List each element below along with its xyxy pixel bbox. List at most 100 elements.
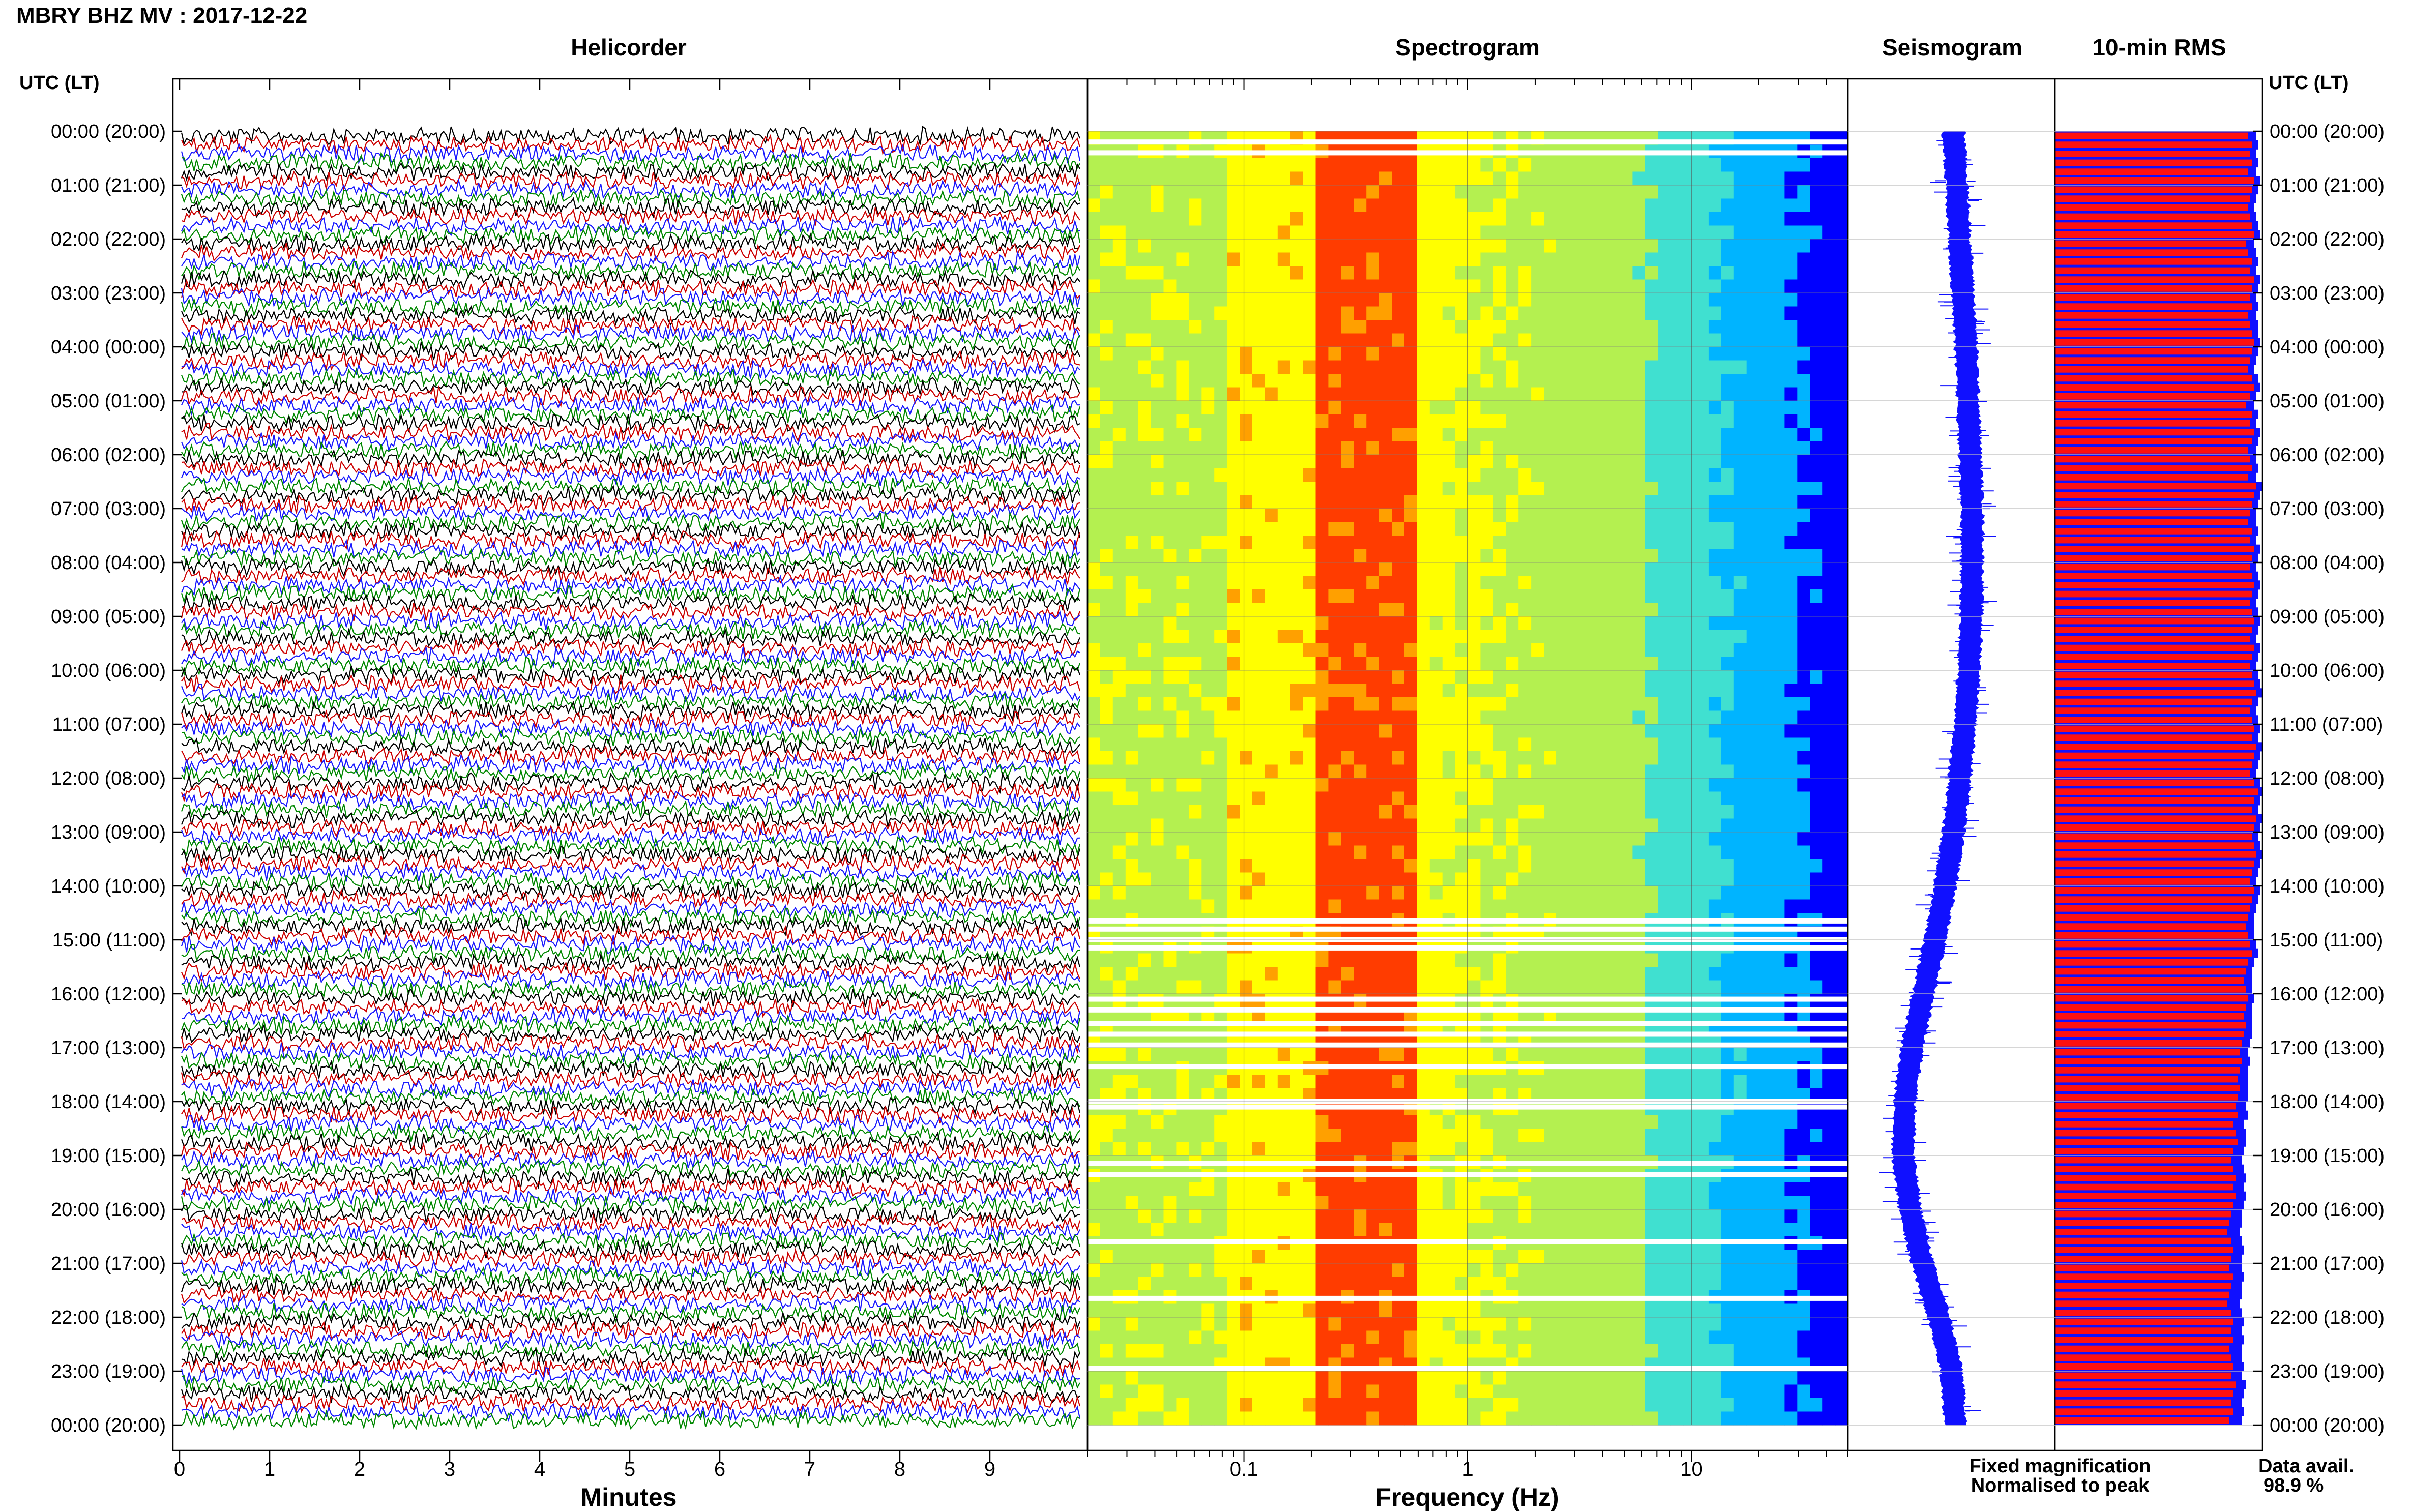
- spectrogram-cell: [1746, 185, 1760, 199]
- spectrogram-cell: [1163, 266, 1177, 280]
- spectrogram-cell: [1632, 603, 1645, 617]
- spectrogram-cell: [1277, 805, 1291, 819]
- spectrogram-cell: [1822, 252, 1836, 266]
- spectrogram-cell: [1315, 1223, 1329, 1237]
- spectrogram-cell: [1556, 495, 1570, 509]
- spectrogram-cell: [1417, 239, 1430, 253]
- spectrogram-cell: [1151, 697, 1164, 711]
- spectrogram-cell: [1518, 185, 1532, 199]
- spectrogram-cell: [1670, 360, 1684, 374]
- spectrogram-cell: [1214, 495, 1227, 509]
- spectrogram-cell: [1151, 509, 1164, 523]
- spectrogram-cell: [1265, 212, 1278, 226]
- spectrogram-cell: [1112, 1196, 1126, 1210]
- spectrogram-cell: [1632, 428, 1645, 442]
- spectrogram-cell: [1607, 495, 1621, 509]
- spectrogram-cell: [1112, 589, 1126, 604]
- spectrogram-cell: [1544, 1129, 1557, 1143]
- spectrogram-cell: [1797, 805, 1810, 819]
- spectrogram-cell: [1607, 333, 1621, 347]
- spectrogram-cell: [1721, 428, 1734, 442]
- spectrogram-cell: [1214, 818, 1227, 833]
- spectrogram-cell: [1670, 468, 1684, 482]
- spectrogram-cell: [1683, 495, 1696, 509]
- spectrogram-cell: [1125, 509, 1139, 523]
- spectrogram-cell: [1151, 1142, 1164, 1156]
- spectrogram-cell: [1810, 428, 1823, 442]
- spectrogram-cell: [1201, 455, 1215, 469]
- spectrogram-cell: [1240, 697, 1253, 711]
- spectrogram-cell: [1822, 536, 1836, 550]
- spectrogram-cell: [1176, 306, 1189, 320]
- spectrogram-cell: [1125, 1129, 1139, 1143]
- spectrogram-cell: [1835, 684, 1848, 698]
- spectrogram-cell: [1708, 293, 1722, 307]
- spectrogram-cell: [1138, 387, 1152, 401]
- spectrogram-cell: [1581, 710, 1595, 725]
- spectrogram-cell: [1354, 630, 1367, 644]
- spectrogram-cell: [1670, 320, 1684, 334]
- spectrogram-cell: [1417, 562, 1430, 577]
- spectrogram-cell: [1696, 562, 1709, 577]
- spectrogram-cell: [1645, 562, 1658, 577]
- spectrogram-cell: [1670, 158, 1684, 172]
- spectrogram-cell: [1455, 401, 1468, 415]
- spectrogram-cell: [1531, 495, 1544, 509]
- spectrogram-cell: [1087, 1250, 1101, 1264]
- spectrogram-cell: [1277, 239, 1291, 253]
- spectrogram-cell: [1581, 185, 1595, 199]
- spectrogram-cell: [1315, 967, 1329, 981]
- spectrogram-cell: [1518, 1142, 1532, 1156]
- spectrogram-cell: [1594, 225, 1608, 240]
- spectrogram-cell: [1265, 239, 1278, 253]
- spectrogram-cell: [1518, 347, 1532, 361]
- spectrogram-cell: [1784, 279, 1798, 293]
- spectrogram-cell: [1265, 360, 1278, 374]
- spectrogram-cell: [1417, 468, 1430, 482]
- spectrogram-cell: [1341, 576, 1354, 590]
- spectrogram-cell: [1404, 495, 1418, 509]
- spectrogram-cell: [1467, 710, 1481, 725]
- spectrogram-cell: [1392, 805, 1405, 819]
- spectrogram-cell: [1315, 374, 1329, 388]
- spectrogram-cell: [1493, 401, 1506, 415]
- spectrogram-cell: [1341, 239, 1354, 253]
- spectrogram-cell: [1366, 1182, 1379, 1197]
- spectrogram-cell: [1201, 576, 1215, 590]
- spectrogram-cell: [1493, 347, 1506, 361]
- spectrogram-cell: [1480, 805, 1493, 819]
- spectrogram-cell: [1746, 953, 1760, 967]
- spectrogram-cell: [1784, 872, 1798, 886]
- spectrogram-cell: [1569, 791, 1582, 806]
- spectrogram-cell: [1683, 818, 1696, 833]
- spectrogram-cell: [1341, 603, 1354, 617]
- spectrogram-cell: [1442, 589, 1456, 604]
- spectrogram-cell: [1759, 697, 1773, 711]
- spectrogram-cell: [1835, 603, 1848, 617]
- spectrogram-cell: [1328, 279, 1341, 293]
- spectrogram-cell: [1759, 1048, 1773, 1062]
- spectrogram-cell: [1708, 252, 1722, 266]
- spectrogram-cell: [1733, 657, 1747, 671]
- spectrogram-cell: [1759, 657, 1773, 671]
- spectrogram-cell: [1670, 239, 1684, 253]
- spectrogram-cell: [1087, 266, 1101, 280]
- spectrogram-cell: [1455, 482, 1468, 496]
- spectrogram-cell: [1658, 886, 1671, 900]
- spectrogram-cell: [1835, 468, 1848, 482]
- spectrogram-cell: [1797, 495, 1810, 509]
- spectrogram-cell: [1341, 360, 1354, 374]
- spectrogram-cell: [1087, 428, 1101, 442]
- spectrogram-cell: [1797, 751, 1810, 765]
- spectrogram-cell: [1315, 387, 1329, 401]
- spectrogram-cell: [1341, 616, 1354, 631]
- spectrogram-cell: [1632, 1129, 1645, 1143]
- spectrogram-cell: [1354, 684, 1367, 698]
- spectrogram-cell: [1506, 252, 1519, 266]
- spectrogram-cell: [1721, 198, 1734, 213]
- spectrogram-cell: [1493, 697, 1506, 711]
- spectrogram-cell: [1151, 576, 1164, 590]
- spectrogram-cell: [1569, 387, 1582, 401]
- spectrogram-cell: [1733, 872, 1747, 886]
- spectrogram-cell: [1087, 374, 1101, 388]
